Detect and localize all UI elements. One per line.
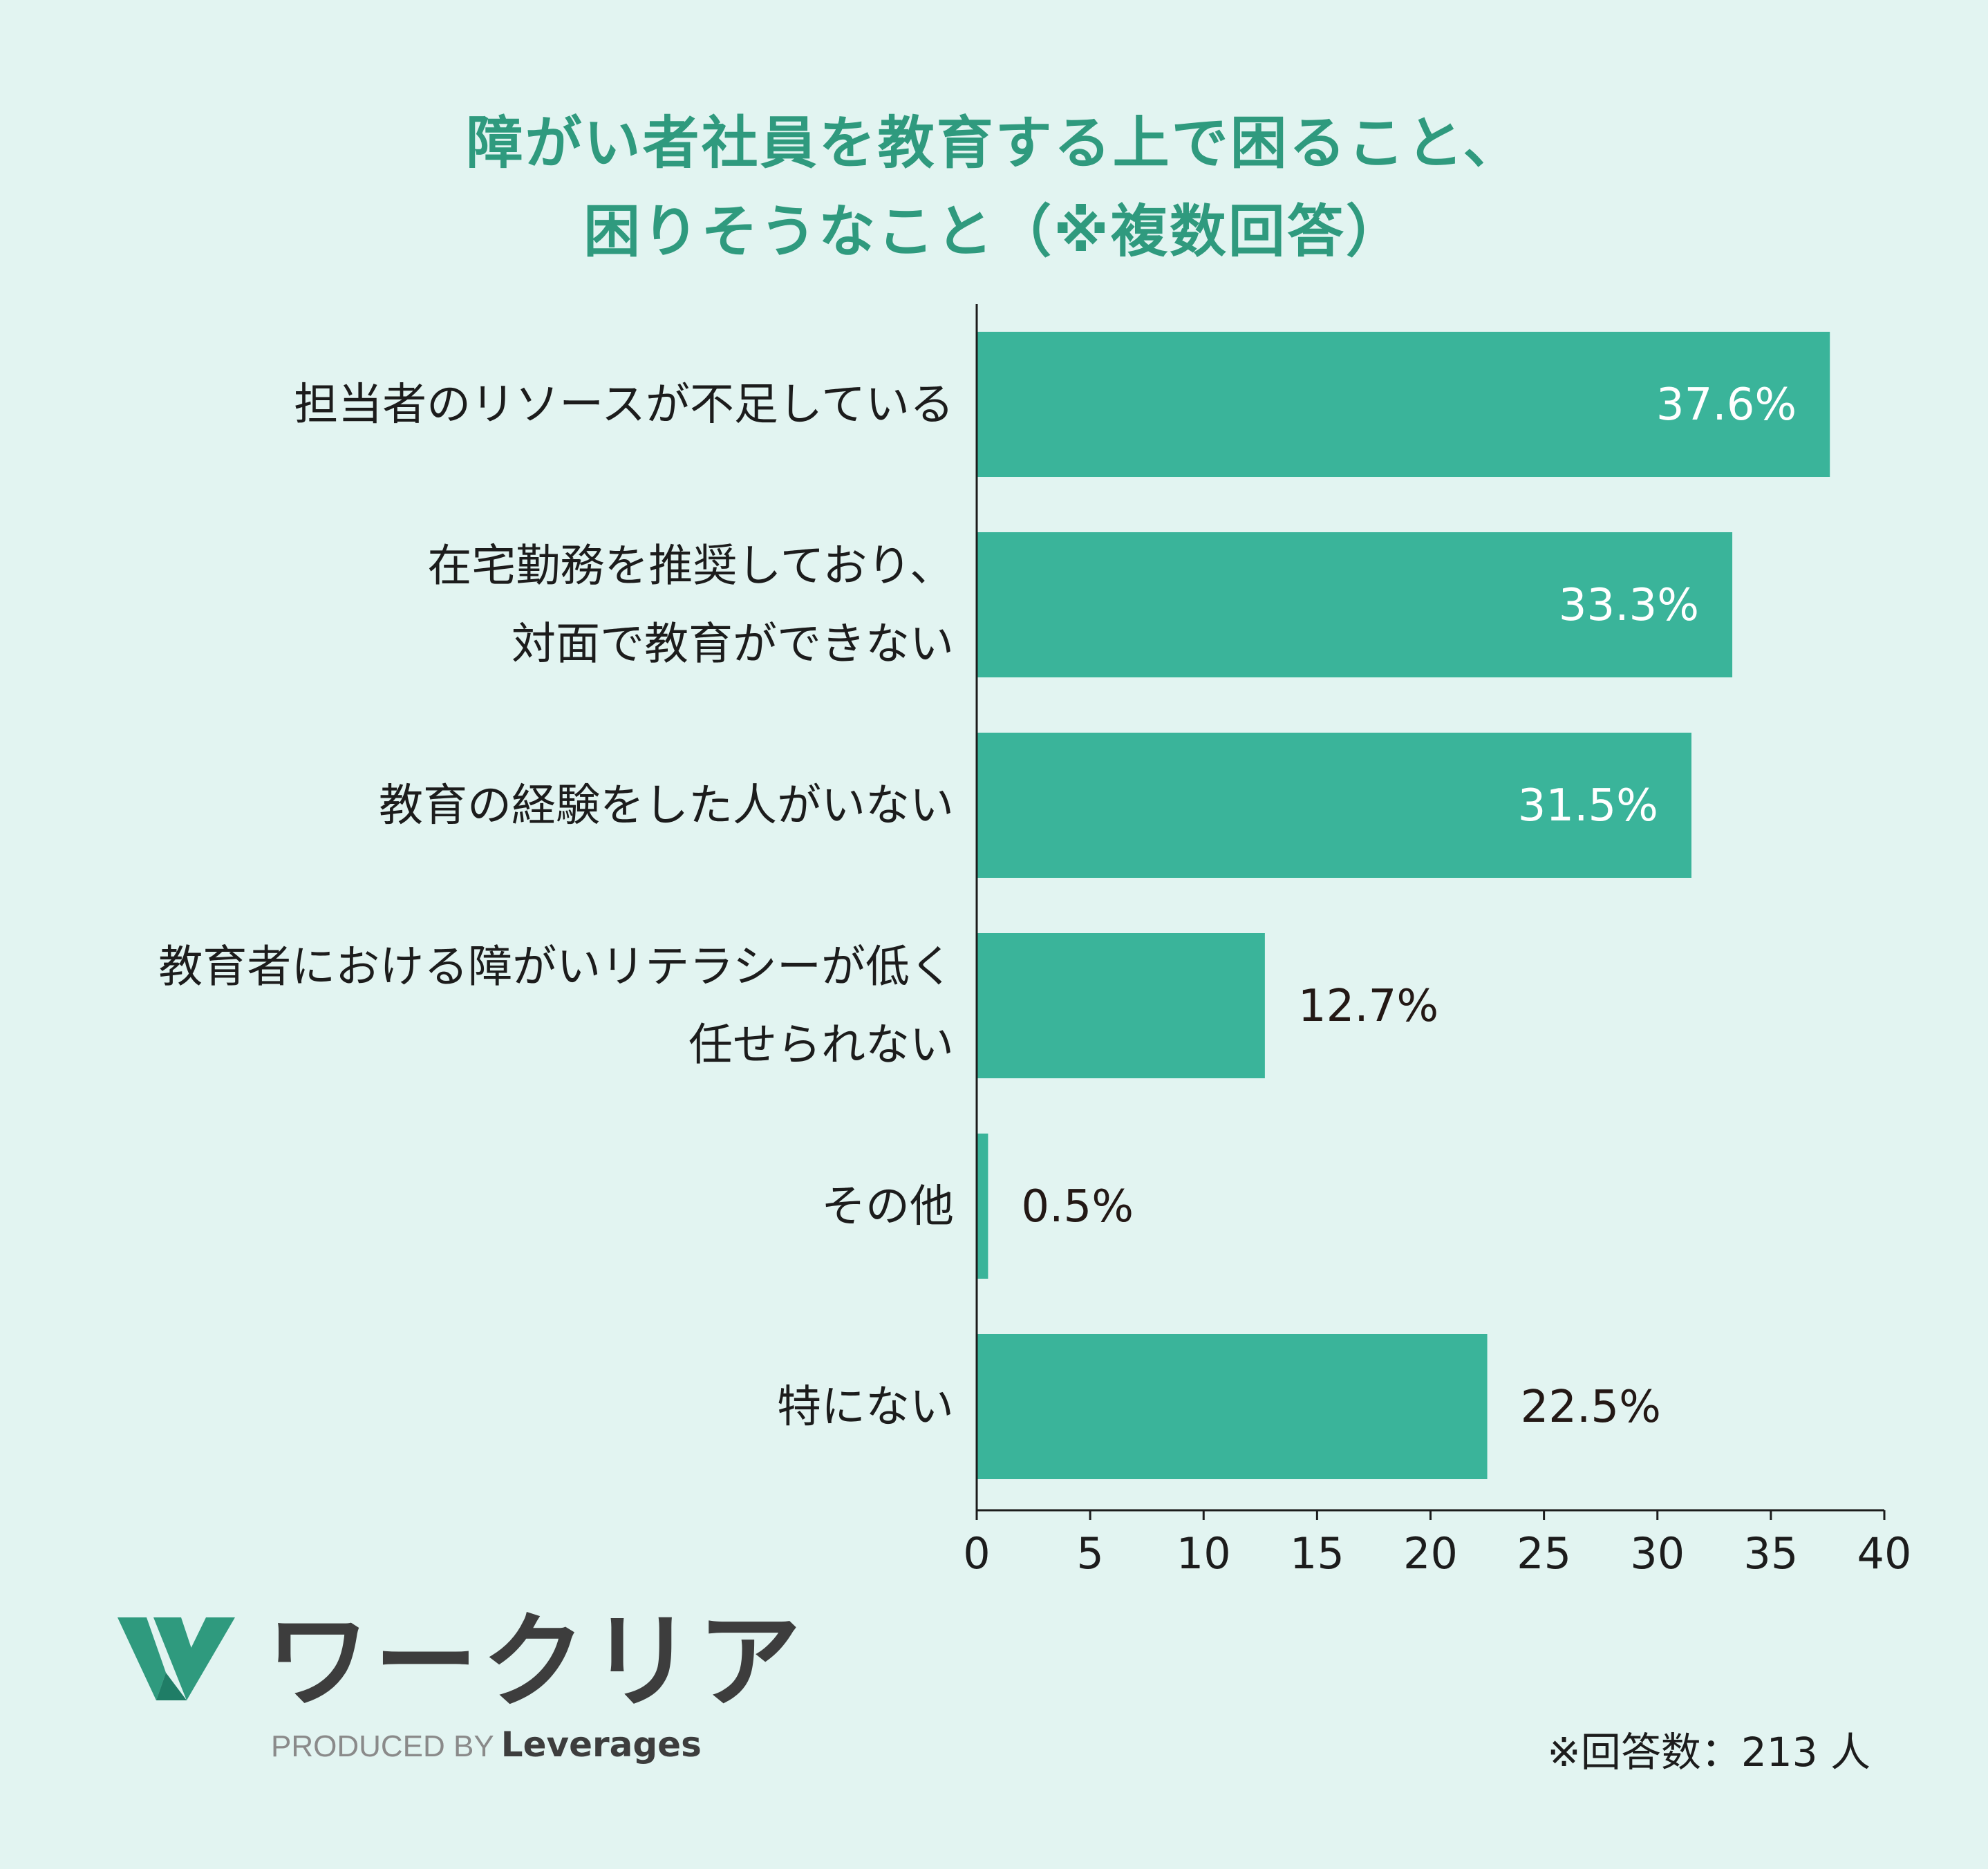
value-label-4: 0.5% — [1021, 1181, 1134, 1232]
value-label-1: 33.3% — [1559, 580, 1699, 631]
category-label-0-0: 担当者のリソースが不足している — [294, 379, 954, 431]
x-tick-label-4: 20 — [1403, 1528, 1458, 1579]
x-tick-label-1: 5 — [1076, 1528, 1103, 1579]
value-label-2: 31.5% — [1518, 780, 1658, 832]
x-tick-label-5: 25 — [1517, 1528, 1571, 1579]
category-label-1-0: 在宅勤務を推奨しており、 — [427, 541, 954, 592]
logo-produced-by: PRODUCED BY Leverages — [271, 1725, 702, 1765]
chart-title-line-2: 困りそうなこと（※複数回答） — [583, 199, 1405, 265]
logo-brand-name: Leverages — [500, 1725, 702, 1765]
category-label-1-1: 対面で教育ができない — [512, 619, 954, 670]
produced-by-text: PRODUCED BY — [271, 1729, 494, 1763]
logo-wordmark: ワークリア — [266, 1602, 806, 1722]
bar-4 — [977, 1134, 988, 1279]
x-tick-label-0: 0 — [963, 1528, 990, 1579]
category-label-5-0: 特にない — [777, 1382, 954, 1433]
category-label-3-0: 教育者における障がいリテラシーが低く — [158, 942, 954, 993]
bar-0 — [977, 332, 1830, 477]
category-label-2-0: 教育の経験をした人がいない — [379, 780, 954, 832]
bar-3 — [977, 933, 1265, 1078]
brand-logo: ワークリア PRODUCED BY Leverages — [118, 1604, 801, 1769]
w-logo-icon — [118, 1617, 235, 1700]
bar-chart: 担当者のリソースが不足している 37.6% 在宅勤務を推奨しており、対面で教育ができ… — [158, 304, 1912, 1579]
value-label-5: 22.5% — [1521, 1382, 1661, 1433]
x-tick-label-3: 15 — [1290, 1528, 1344, 1579]
category-label-4-0: その他 — [821, 1181, 954, 1232]
category-label-3-1: 任せられない — [688, 1020, 954, 1071]
bar-2 — [977, 733, 1691, 878]
chart-title-line-1: 障がい者社員を教育する上で困ること、 — [466, 111, 1522, 176]
value-label-0: 37.6% — [1656, 379, 1797, 431]
x-tick-label-7: 35 — [1743, 1528, 1798, 1579]
x-tick-label-8: 40 — [1857, 1528, 1912, 1579]
x-tick-label-6: 30 — [1630, 1528, 1685, 1579]
bar-1 — [977, 532, 1733, 677]
x-tick-label-2: 10 — [1176, 1528, 1231, 1579]
respondent-count-note: ※回答数：213 人 — [1547, 1729, 1870, 1776]
value-label-3: 12.7% — [1298, 981, 1438, 1032]
bar-5 — [977, 1334, 1488, 1479]
